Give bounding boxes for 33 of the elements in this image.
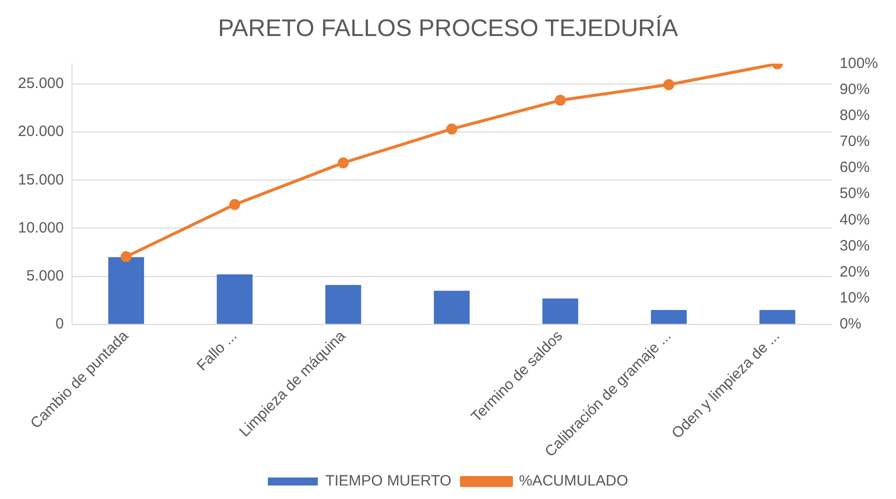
point [554,94,566,106]
point [229,199,240,210]
bar [434,290,470,324]
y2-tick-label: 30% [840,237,870,254]
chart-title: PARETO FALLOS PROCESO TEJEDURÍA [218,15,678,42]
y-tick-label: 5.000 [26,267,64,284]
y2-tick-label: 90% [840,81,870,98]
y2-tick-label: 50% [840,185,870,202]
point [446,123,458,134]
point [663,79,674,90]
bar [650,310,687,324]
y-tick-label: 25.000 [18,75,64,92]
bar [108,257,144,324]
y2-tick-label: 60% [840,159,870,176]
y2-tick-label: 70% [840,133,870,150]
y-tick-label: 10.000 [18,219,64,236]
point [338,157,349,168]
bar [542,298,578,324]
bar [759,310,796,324]
point [120,251,132,262]
legend-label: TIEMPO MUERTO [325,472,452,490]
y-tick-label: 0 [56,316,64,333]
y-tick-label: 20.000 [18,123,64,140]
bar [325,284,362,324]
y2-tick-label: 40% [840,211,870,228]
y-tick-label: 15.000 [18,171,64,188]
y2-tick-label: 10% [840,289,870,306]
y2-tick-label: 0% [840,316,862,333]
y2-tick-label: 100% [840,54,878,72]
bar [216,274,253,324]
y2-tick-label: 20% [840,263,870,280]
y2-tick-label: 80% [840,107,870,124]
legend-label: %ACUMULADO [518,472,628,490]
